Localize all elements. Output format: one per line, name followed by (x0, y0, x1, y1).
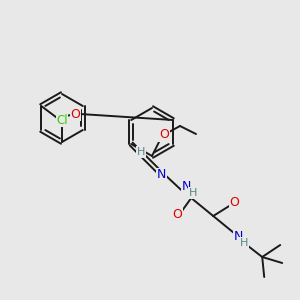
Text: H: H (137, 147, 146, 157)
Text: N: N (182, 181, 191, 194)
Text: O: O (159, 128, 169, 142)
Text: Cl: Cl (56, 113, 68, 127)
Text: O: O (172, 208, 182, 221)
Text: H: H (240, 238, 248, 248)
Text: H: H (189, 188, 197, 198)
Text: N: N (233, 230, 243, 244)
Text: O: O (229, 196, 239, 209)
Text: O: O (70, 107, 80, 121)
Text: N: N (157, 169, 166, 182)
